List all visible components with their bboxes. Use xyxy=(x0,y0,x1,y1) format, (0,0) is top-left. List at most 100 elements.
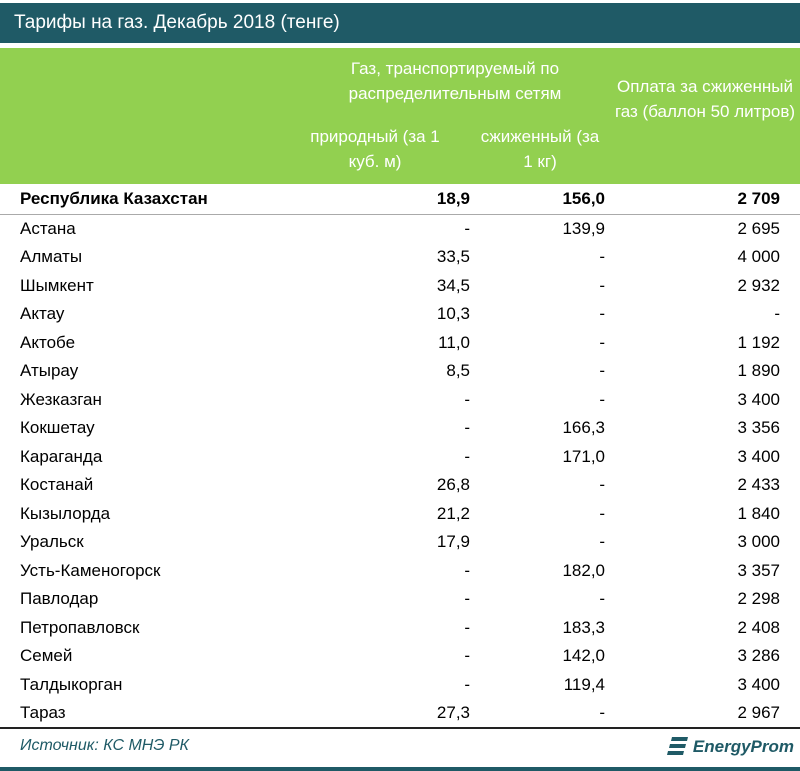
natural-gas-price: 17,9 xyxy=(436,532,470,552)
natural-gas-price: 18,9 xyxy=(436,189,470,209)
table-row: Петропавловск - 183,3 2 408 xyxy=(0,614,800,643)
liquefied-gas-price: - xyxy=(599,275,605,295)
table-row: Караганда - 171,0 3 400 xyxy=(0,443,800,472)
liquefied-gas-price: - xyxy=(599,589,605,609)
footer-line xyxy=(0,767,800,771)
cylinder-price: 1 890 xyxy=(737,361,780,381)
natural-gas-price: - xyxy=(464,560,470,580)
liquefied-gas-price: 171,0 xyxy=(562,446,605,466)
cylinder-price: 2 298 xyxy=(737,589,780,609)
natural-gas-price: 21,2 xyxy=(436,503,470,523)
cylinder-price: - xyxy=(774,304,780,324)
table-row: Актобе 11,0 - 1 192 xyxy=(0,329,800,358)
natural-gas-price: - xyxy=(464,446,470,466)
natural-gas-price: - xyxy=(464,389,470,409)
table-row: Шымкент 34,5 - 2 932 xyxy=(0,272,800,301)
region-name: Павлодар xyxy=(20,589,99,609)
region-name: Актобе xyxy=(20,332,76,352)
cylinder-price: 3 400 xyxy=(737,674,780,694)
cylinder-price: 3 356 xyxy=(737,418,780,438)
liquefied-gas-price: - xyxy=(599,304,605,324)
cylinder-price: 3 357 xyxy=(737,560,780,580)
natural-gas-price: 8,5 xyxy=(446,361,470,381)
region-name: Уральск xyxy=(20,532,84,552)
natural-gas-price: 33,5 xyxy=(436,247,470,267)
liquefied-gas-price: 119,4 xyxy=(563,674,605,694)
region-name: Астана xyxy=(20,218,76,238)
energyprom-logo: EnergyProm xyxy=(666,736,794,758)
natural-gas-price: - xyxy=(464,646,470,666)
table-row: Уральск 17,9 - 3 000 xyxy=(0,528,800,557)
region-name: Петропавловск xyxy=(20,617,140,637)
header-liquefied: сжиженный (за 1 кг) xyxy=(480,127,600,171)
natural-gas-price: - xyxy=(464,218,470,238)
cylinder-price: 2 408 xyxy=(737,617,780,637)
natural-gas-price: - xyxy=(464,418,470,438)
cylinder-price: 2 433 xyxy=(737,475,780,495)
liquefied-gas-price: - xyxy=(599,532,605,552)
region-name: Семей xyxy=(20,646,73,666)
liquefied-gas-price: - xyxy=(599,361,605,381)
liquefied-gas-price: - xyxy=(599,703,605,723)
table-row: Актау 10,3 - - xyxy=(0,300,800,329)
table-row: Усть-Каменогорск - 182,0 3 357 xyxy=(0,557,800,586)
region-name: Кызылорда xyxy=(20,503,111,523)
liquefied-gas-price: 183,3 xyxy=(562,617,605,637)
liquefied-gas-price: 139,9 xyxy=(562,218,605,238)
region-name: Караганда xyxy=(20,446,103,466)
cylinder-price: 3 286 xyxy=(737,646,780,666)
natural-gas-price: - xyxy=(464,589,470,609)
table-row: Кызылорда 21,2 - 1 840 xyxy=(0,500,800,529)
region-name: Алматы xyxy=(20,247,83,267)
liquefied-gas-price: 166,3 xyxy=(562,418,605,438)
region-name: Талдыкорган xyxy=(20,674,123,694)
header-natural: природный (за 1 куб. м) xyxy=(310,127,440,171)
header-cylinder: Оплата за сжиженный газ (баллон 50 литро… xyxy=(614,77,796,121)
cylinder-price: 2 709 xyxy=(737,189,780,209)
table-row: Тараз 27,3 - 2 967 xyxy=(0,699,800,728)
header-group-distribution-gas: Газ, транспортируемый по распределительн… xyxy=(348,59,562,103)
cylinder-price: 2 695 xyxy=(737,218,780,238)
region-name: Усть-Каменогорск xyxy=(20,560,161,580)
natural-gas-price: 27,3 xyxy=(436,703,470,723)
table-row: Атырау 8,5 - 1 890 xyxy=(0,357,800,386)
region-name: Костанай xyxy=(20,475,94,495)
liquefied-gas-price: - xyxy=(599,247,605,267)
region-name: Тараз xyxy=(20,703,66,723)
table-body: Республика Казахстан 18,9 156,0 2 709 Астана… xyxy=(0,185,800,728)
table-row: Костанай 26,8 - 2 433 xyxy=(0,471,800,500)
source-note: Источник: КС МНЭ РК xyxy=(20,737,189,754)
liquefied-gas-price: 182,0 xyxy=(562,560,605,580)
liquefied-gas-price: - xyxy=(599,503,605,523)
table-title: Тарифы на газ. Декабрь 2018 (тенге) xyxy=(0,3,800,43)
table-row: Кокшетау - 166,3 3 356 xyxy=(0,414,800,443)
region-name: Атырау xyxy=(20,361,79,381)
table-header: Газ, транспортируемый по распределительн… xyxy=(0,48,800,184)
natural-gas-price: 34,5 xyxy=(436,275,470,295)
region-name: Шымкент xyxy=(20,275,94,295)
cylinder-price: 3 400 xyxy=(737,389,780,409)
liquefied-gas-price: - xyxy=(599,332,605,352)
liquefied-gas-price: 156,0 xyxy=(562,189,605,209)
natural-gas-price: - xyxy=(464,617,470,637)
cylinder-price: 2 932 xyxy=(737,275,780,295)
liquefied-gas-price: - xyxy=(599,475,605,495)
natural-gas-price: - xyxy=(464,674,470,694)
cylinder-price: 1 192 xyxy=(737,332,780,352)
cylinder-price: 3 400 xyxy=(737,446,780,466)
liquefied-gas-price: - xyxy=(599,389,605,409)
natural-gas-price: 11,0 xyxy=(438,332,470,352)
table-row: Жезказган - - 3 400 xyxy=(0,386,800,415)
liquefied-gas-price: 142,0 xyxy=(562,646,605,666)
cylinder-price: 3 000 xyxy=(737,532,780,552)
table-bottom-border xyxy=(0,727,800,729)
table-row: Павлодар - - 2 298 xyxy=(0,585,800,614)
table-row: Талдыкорган - 119,4 3 400 xyxy=(0,671,800,700)
region-name: Республика Казахстан xyxy=(20,189,208,209)
region-name: Кокшетау xyxy=(20,418,95,438)
table-row: Астана - 139,9 2 695 xyxy=(0,215,800,244)
region-name: Жезказган xyxy=(20,389,102,409)
table-row-total: Республика Казахстан 18,9 156,0 2 709 xyxy=(0,185,800,215)
natural-gas-price: 10,3 xyxy=(436,304,470,324)
